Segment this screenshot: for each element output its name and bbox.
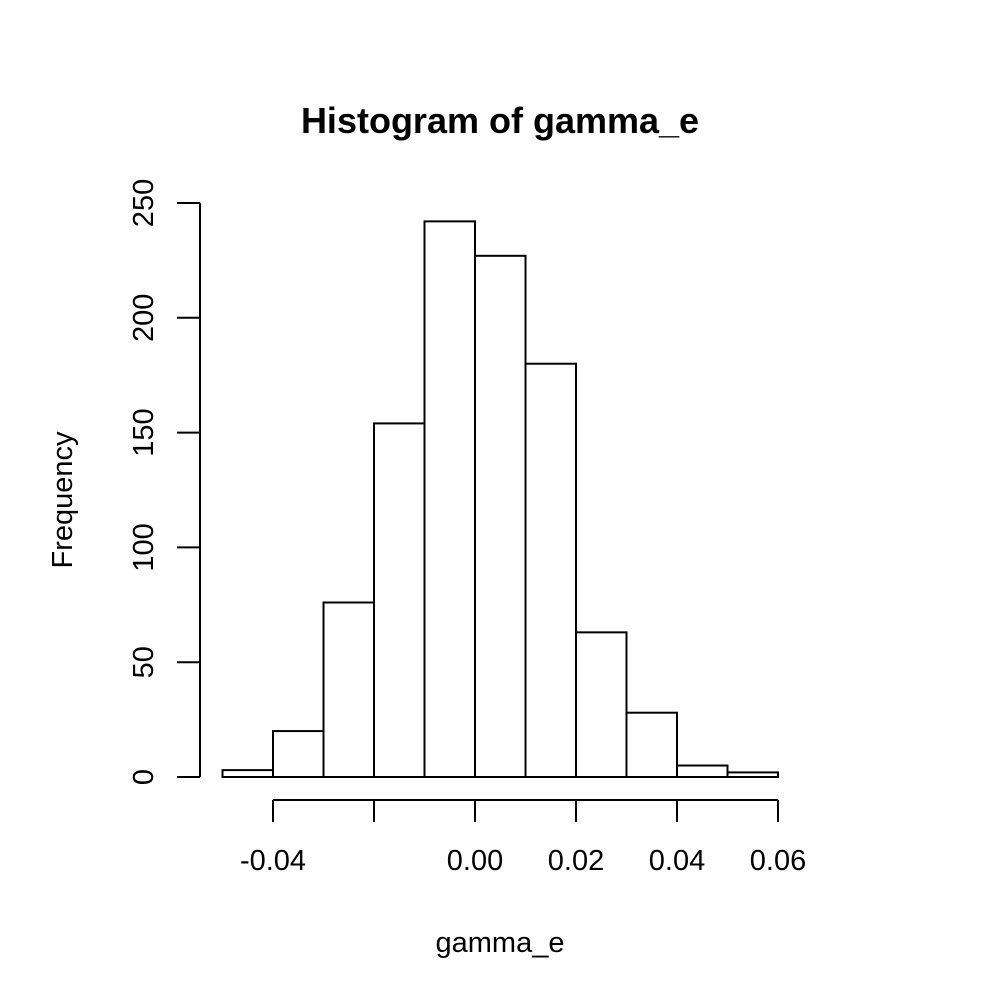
x-tick-label: 0.06	[750, 845, 806, 877]
x-tick-label: 0.04	[649, 845, 705, 877]
x-axis: -0.04 0.00 0.02 0.04 0.06	[240, 799, 806, 877]
x-axis-label: gamma_e	[436, 927, 565, 959]
histogram-bar	[322, 601, 375, 779]
y-axis: 0 50 100 150 200 250	[128, 179, 201, 785]
histogram-bar	[272, 730, 325, 779]
y-tick-label: 200	[128, 294, 160, 342]
bars-group	[221, 220, 779, 779]
y-tick-label: 0	[128, 769, 160, 785]
chart-title: Histogram of gamma_e	[301, 100, 699, 141]
histogram-bar	[221, 769, 274, 778]
y-tick-label: 150	[128, 408, 160, 456]
y-tick-label: 50	[128, 646, 160, 678]
histogram-bar	[524, 362, 577, 778]
x-tick-label: 0.02	[548, 845, 604, 877]
x-tick-label: -0.04	[240, 845, 306, 877]
histogram-bar	[423, 220, 476, 779]
histogram-bar	[726, 771, 779, 779]
histogram-bar	[474, 254, 527, 779]
histogram-bar	[676, 764, 729, 779]
histogram-bar	[575, 631, 628, 778]
y-axis-label: Frequency	[47, 431, 79, 569]
histogram-bar	[625, 711, 678, 778]
histogram-bar	[373, 422, 426, 778]
x-tick-label: 0.00	[447, 845, 503, 877]
y-tick-label: 100	[128, 523, 160, 571]
y-tick-label: 250	[128, 179, 160, 227]
